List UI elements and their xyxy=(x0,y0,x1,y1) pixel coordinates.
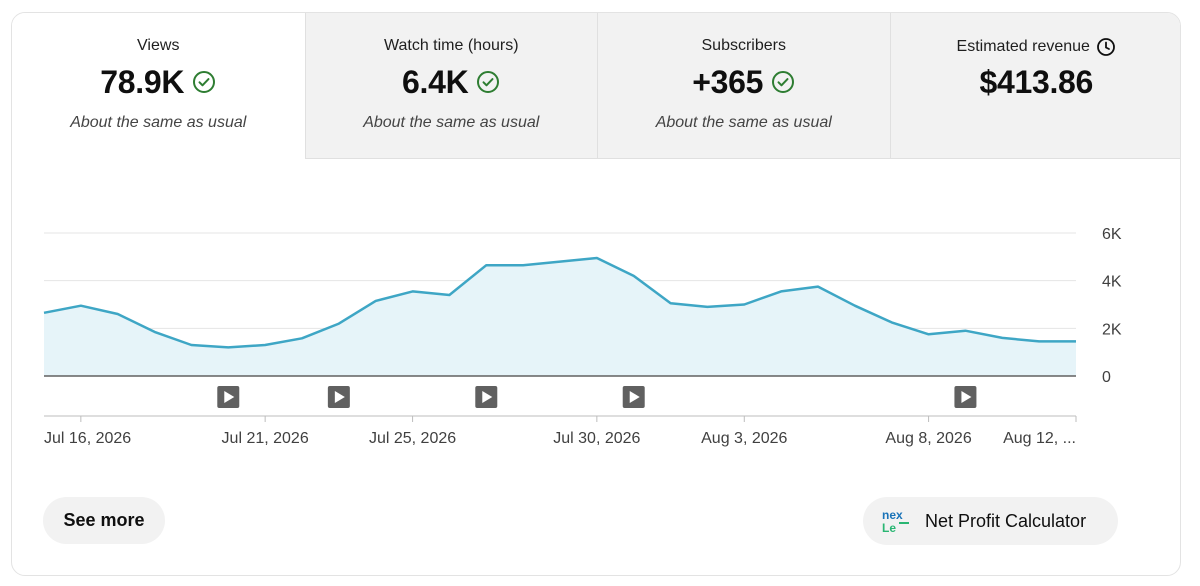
title-wrap: Estimated revenue xyxy=(957,37,1116,57)
tab-title: Views xyxy=(137,37,180,54)
tab-value: +365 xyxy=(692,63,764,100)
nex-logo-icon: nex Le xyxy=(882,508,909,535)
series-line xyxy=(43,256,1076,349)
x-tick-label: Jul 25, 2026 xyxy=(369,430,456,447)
svg-text:nex: nex xyxy=(882,508,903,522)
y-tick-label: 4K xyxy=(1102,274,1122,291)
tab-title: Watch time (hours) xyxy=(383,37,519,54)
x-tick-label: Aug 3, 2026 xyxy=(701,430,787,447)
net-profit-label: Net Profit Calculator xyxy=(925,510,1087,531)
tab-subtitle: About the same as usual xyxy=(70,114,247,131)
tab-title: Estimated revenue xyxy=(956,38,1090,55)
tab-title: Subscribers xyxy=(701,37,786,54)
x-tick-label: Aug 12, ... xyxy=(1003,430,1076,447)
play-icon[interactable] xyxy=(622,386,645,408)
tab-value-row: 6.4K xyxy=(306,62,598,102)
play-icon[interactable] xyxy=(475,386,498,408)
metric-tabs: Views 78.9K About the same as usual Watc… xyxy=(12,13,1181,159)
analytics-card: Views 78.9K About the same as usual Watc… xyxy=(11,12,1181,576)
y-tick-label: 6K xyxy=(1102,226,1122,243)
tab-value-row: 78.9K xyxy=(12,62,305,102)
check-circle-icon xyxy=(772,71,795,93)
tab-value-row: +365 xyxy=(598,62,890,102)
tab-watch-time[interactable]: Watch time (hours) 6.4K About the same a… xyxy=(304,13,598,159)
x-tick-label: Jul 21, 2026 xyxy=(222,430,309,447)
x-tick-label: Jul 30, 2026 xyxy=(553,430,640,447)
y-tick-label: 2K xyxy=(1102,321,1122,338)
tab-views[interactable]: Views 78.9K About the same as usual xyxy=(12,13,305,159)
tab-subscribers[interactable]: Subscribers +365 About the same as usual xyxy=(597,13,890,159)
x-tick-label: Jul 16, 2026 xyxy=(44,430,131,447)
see-more-button[interactable]: See more xyxy=(43,497,165,544)
tab-value-row: $413.86 xyxy=(891,62,1181,102)
check-circle-icon xyxy=(477,71,500,93)
tab-value: 6.4K xyxy=(402,63,469,100)
tab-estimated-revenue[interactable]: Estimated revenue $413.86 xyxy=(889,13,1181,159)
y-tick-label: 0 xyxy=(1102,369,1111,386)
x-tick-label: Aug 8, 2026 xyxy=(885,430,971,447)
tab-subtitle: About the same as usual xyxy=(363,114,540,131)
tab-title-row: Estimated revenue xyxy=(891,37,1181,57)
play-icon[interactable] xyxy=(327,386,350,408)
tab-value: 78.9K xyxy=(100,63,185,100)
svg-text:Le: Le xyxy=(882,521,896,535)
series-area xyxy=(44,258,1076,376)
clock-icon[interactable] xyxy=(1096,37,1116,57)
net-profit-calculator-button[interactable]: nex Le Net Profit Calculator xyxy=(863,497,1118,545)
play-icon[interactable] xyxy=(217,386,240,408)
tab-subtitle: About the same as usual xyxy=(655,114,832,131)
play-icon[interactable] xyxy=(954,386,977,408)
tab-value: $413.86 xyxy=(979,63,1094,100)
views-chart: 6K 4K 2K 0 Jul 16, 2026 Jul 21, 2026 Jul 25, 2… xyxy=(43,226,1122,447)
check-circle-icon xyxy=(193,71,216,93)
